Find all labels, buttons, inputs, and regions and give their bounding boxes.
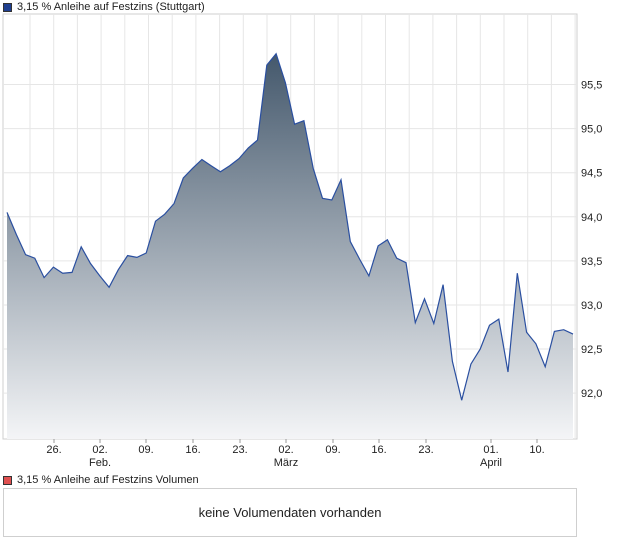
x-tick-label: 16. xyxy=(371,444,386,456)
x-month-label: März xyxy=(274,457,298,469)
volume-legend: 3,15 % Anleihe auf Festzins Volumen xyxy=(3,473,199,487)
x-tick-label: 09. xyxy=(325,444,340,456)
price-area xyxy=(7,53,573,439)
price-legend-swatch xyxy=(3,2,12,12)
y-tick-label: 92,0 xyxy=(581,388,602,400)
price-chart: 92,0 92,5 93,0 93,5 94,0 94,5 95,0 95,5 26. 02. 0… xyxy=(2,13,602,469)
volume-legend-label: 3,15 % Anleihe auf Festzins Volumen xyxy=(17,474,199,486)
x-month-label: Feb. xyxy=(89,457,111,469)
x-tick-label: 01. xyxy=(483,444,498,456)
y-tick-label: 94,0 xyxy=(581,212,602,224)
x-tick-label: 10. xyxy=(529,444,544,456)
x-tick-label: 23. xyxy=(232,444,247,456)
price-line xyxy=(6,52,574,401)
x-tick-label: 26. xyxy=(46,444,61,456)
x-tick-label: 16. xyxy=(185,444,200,456)
x-month-label: April xyxy=(480,457,502,469)
x-tick-label: 02. xyxy=(92,444,107,456)
y-axis: 92,0 92,5 93,0 93,5 94,0 94,5 95,0 95,5 xyxy=(581,80,602,401)
y-tick-label: 95,0 xyxy=(581,124,602,136)
price-legend: 3,15 % Anleihe auf Festzins (Stuttgart) xyxy=(3,0,205,14)
x-tick-label: 09. xyxy=(138,444,153,456)
y-tick-label: 92,5 xyxy=(581,344,602,356)
x-tick-label: 23. xyxy=(418,444,433,456)
y-tick-label: 93,5 xyxy=(581,256,602,268)
x-axis: 26. 02. 09. 16. 23. 02. 09. 16. 23. 01. 10. Feb. Mär… xyxy=(46,439,545,469)
volume-legend-swatch xyxy=(3,475,12,485)
price-legend-label: 3,15 % Anleihe auf Festzins (Stuttgart) xyxy=(17,1,205,13)
x-tick-label: 02. xyxy=(278,444,293,456)
volume-empty-message: keine Volumendaten vorhanden xyxy=(198,505,382,520)
y-tick-label: 95,5 xyxy=(581,80,602,92)
y-tick-label: 93,0 xyxy=(581,300,602,312)
volume-panel: keine Volumendaten vorhanden xyxy=(3,488,577,537)
y-tick-label: 94,5 xyxy=(581,168,602,180)
